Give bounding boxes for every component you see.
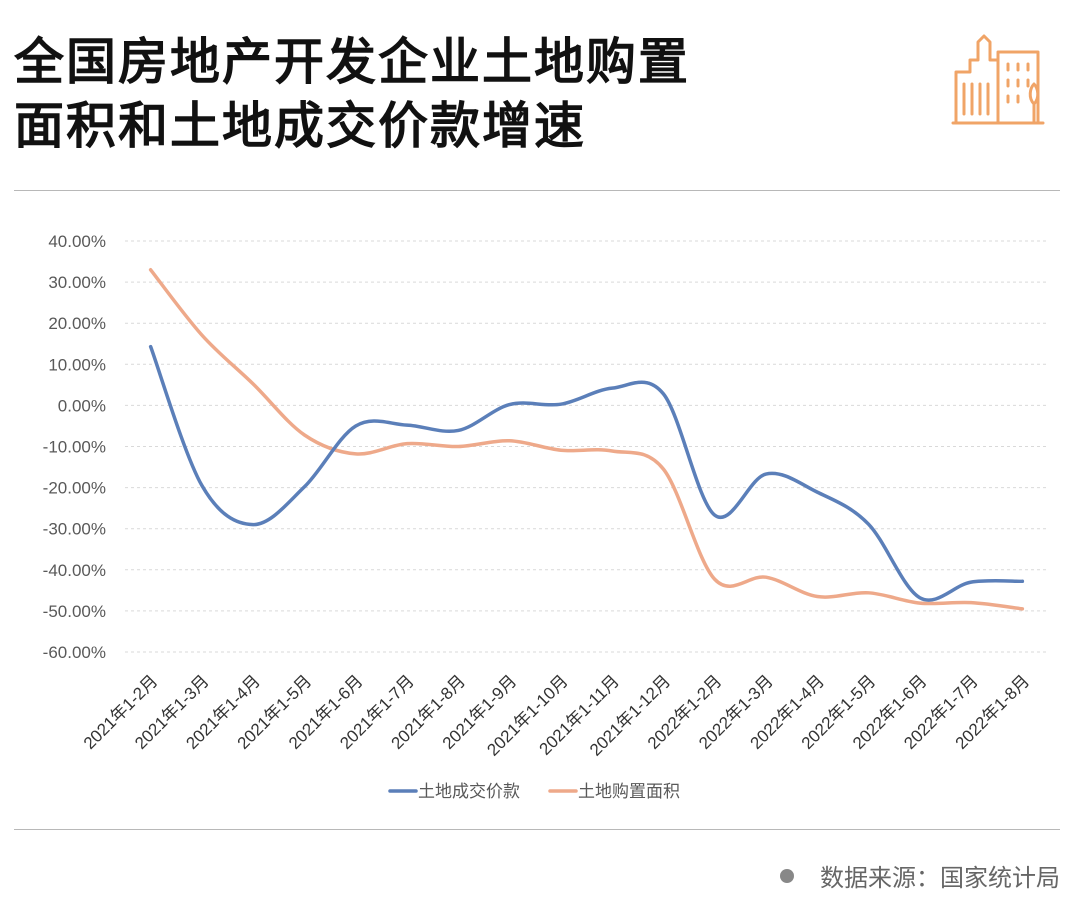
y-tick-label: -30.00% (43, 520, 106, 539)
title-line-1: 全国房地产开发企业土地购置 (14, 33, 690, 91)
y-tick-label: 30.00% (48, 273, 106, 292)
y-axis-ticks: 40.00% 30.00% 20.00% 10.00% 0.00% -10.00% -20.… (43, 232, 106, 662)
top-divider (14, 190, 1060, 191)
line-chart: 40.00% 30.00% 20.00% 10.00% 0.00% -10.00% -20.… (43, 232, 1048, 801)
source-text: 数据来源：国家统计局 (820, 864, 1060, 892)
y-tick-label: 20.00% (48, 314, 106, 333)
y-tick-label: -50.00% (43, 602, 106, 621)
gray-dot-icon (780, 868, 794, 883)
y-tick-label: 40.00% (48, 232, 106, 251)
y-tick-label: -60.00% (43, 643, 106, 662)
y-tick-label: 10.00% (48, 355, 106, 374)
city-buildings-icon (951, 34, 1045, 125)
series-lines (148, 268, 1025, 611)
series-line (148, 344, 1025, 602)
data-source: 数据来源：国家统计局 (780, 858, 1060, 893)
legend-label: 土地成交价款 (418, 782, 520, 801)
series-line (148, 268, 1025, 611)
legend: 土地成交价款 土地购置面积 (388, 782, 680, 801)
page-title: 全国房地产开发企业土地购置 面积和土地成交价款增速 (14, 30, 690, 158)
x-axis-ticks: 2021年1-2月2021年1-3月2021年1-4月2021年1-5月2021… (80, 671, 1033, 759)
y-tick-label: -40.00% (43, 561, 106, 580)
legend-label: 土地购置面积 (578, 782, 680, 801)
y-tick-label: 0.00% (58, 396, 106, 415)
grid-lines (125, 240, 1048, 653)
bottom-divider (14, 829, 1060, 830)
title-line-2: 面积和土地成交价款增速 (14, 97, 586, 155)
y-tick-label: -20.00% (43, 479, 106, 498)
y-tick-label: -10.00% (43, 438, 106, 457)
